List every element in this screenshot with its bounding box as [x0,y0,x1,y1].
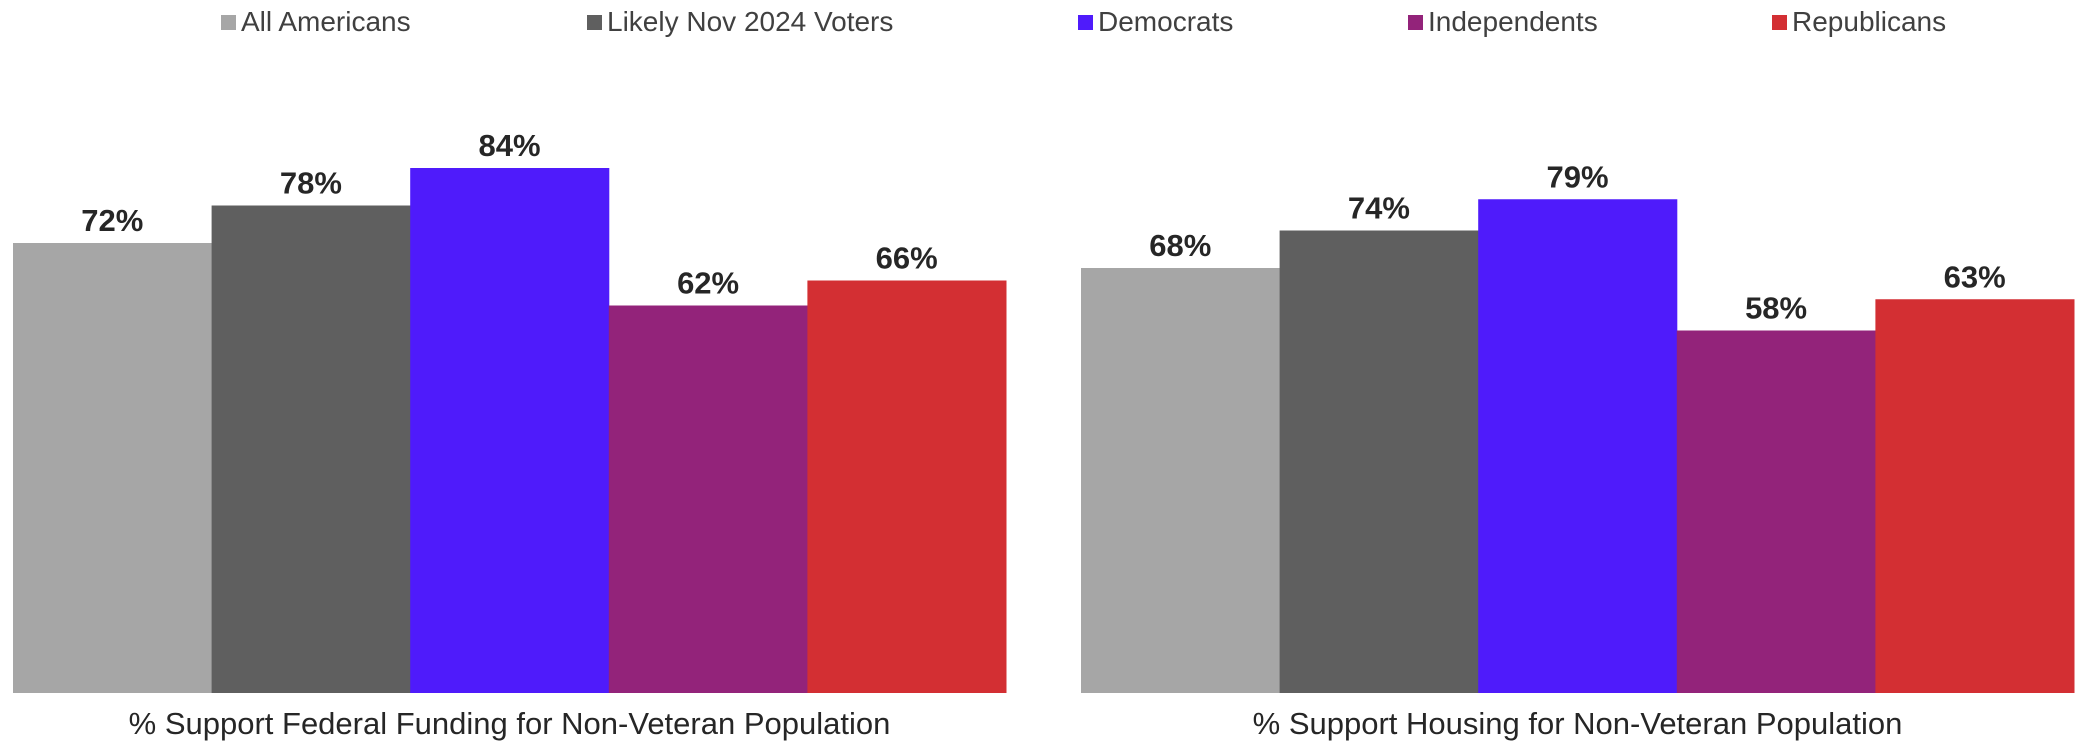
value-label-republicans-group-1: 66% [876,241,938,276]
bar-republicans-group-1 [807,280,1007,693]
legend-label-all-americans: All Americans [241,6,411,37]
bar-democrats-group-1 [410,168,610,693]
value-label-independents-group-2: 58% [1745,291,1807,326]
value-label-republicans-group-2: 63% [1944,259,2006,294]
legend-swatch-independents [1408,15,1423,30]
bar-independents-group-2 [1676,330,1876,693]
legend: All Americans Likely Nov 2024 Voters Democ… [221,6,1946,37]
bar-republicans-group-2 [1875,299,2075,693]
value-label-democrats-group-1: 84% [478,128,540,163]
bars-layer [13,168,2075,693]
bar-all-americans-group-1 [13,243,213,693]
bar-independents-group-1 [608,305,808,693]
legend-swatch-republicans [1772,15,1787,30]
legend-label-likely-nov-2024-voters: Likely Nov 2024 Voters [607,6,893,37]
value-label-all-americans-group-1: 72% [81,203,143,238]
bar-likely-nov-2024-voters-group-1 [211,205,411,693]
category-label-1: % Support Federal Funding for Non-Vetera… [129,706,891,741]
value-label-democrats-group-2: 79% [1546,159,1608,194]
value-label-likely-nov-2024-voters-group-1: 78% [280,166,342,201]
legend-swatch-democrats [1078,15,1093,30]
legend-label-independents: Independents [1428,6,1598,37]
legend-label-republicans: Republicans [1792,6,1946,37]
legend-label-democrats: Democrats [1098,6,1233,37]
value-labels-layer: 72% 78% 84% 62% 66% 68% 74% 79% 58% 63% [81,128,2005,326]
bar-all-americans-group-2 [1081,268,1281,693]
category-labels-layer: % Support Federal Funding for Non-Vetera… [129,706,1903,741]
value-label-all-americans-group-2: 68% [1149,228,1211,263]
bar-likely-nov-2024-voters-group-2 [1279,230,1479,693]
value-label-likely-nov-2024-voters-group-2: 74% [1348,191,1410,226]
legend-swatch-all-americans [221,15,236,30]
category-label-2: % Support Housing for Non-Veteran Popula… [1253,706,1903,741]
legend-swatch-likely-nov-2024-voters [587,15,602,30]
value-label-independents-group-1: 62% [677,266,739,301]
bar-democrats-group-2 [1478,199,1678,693]
